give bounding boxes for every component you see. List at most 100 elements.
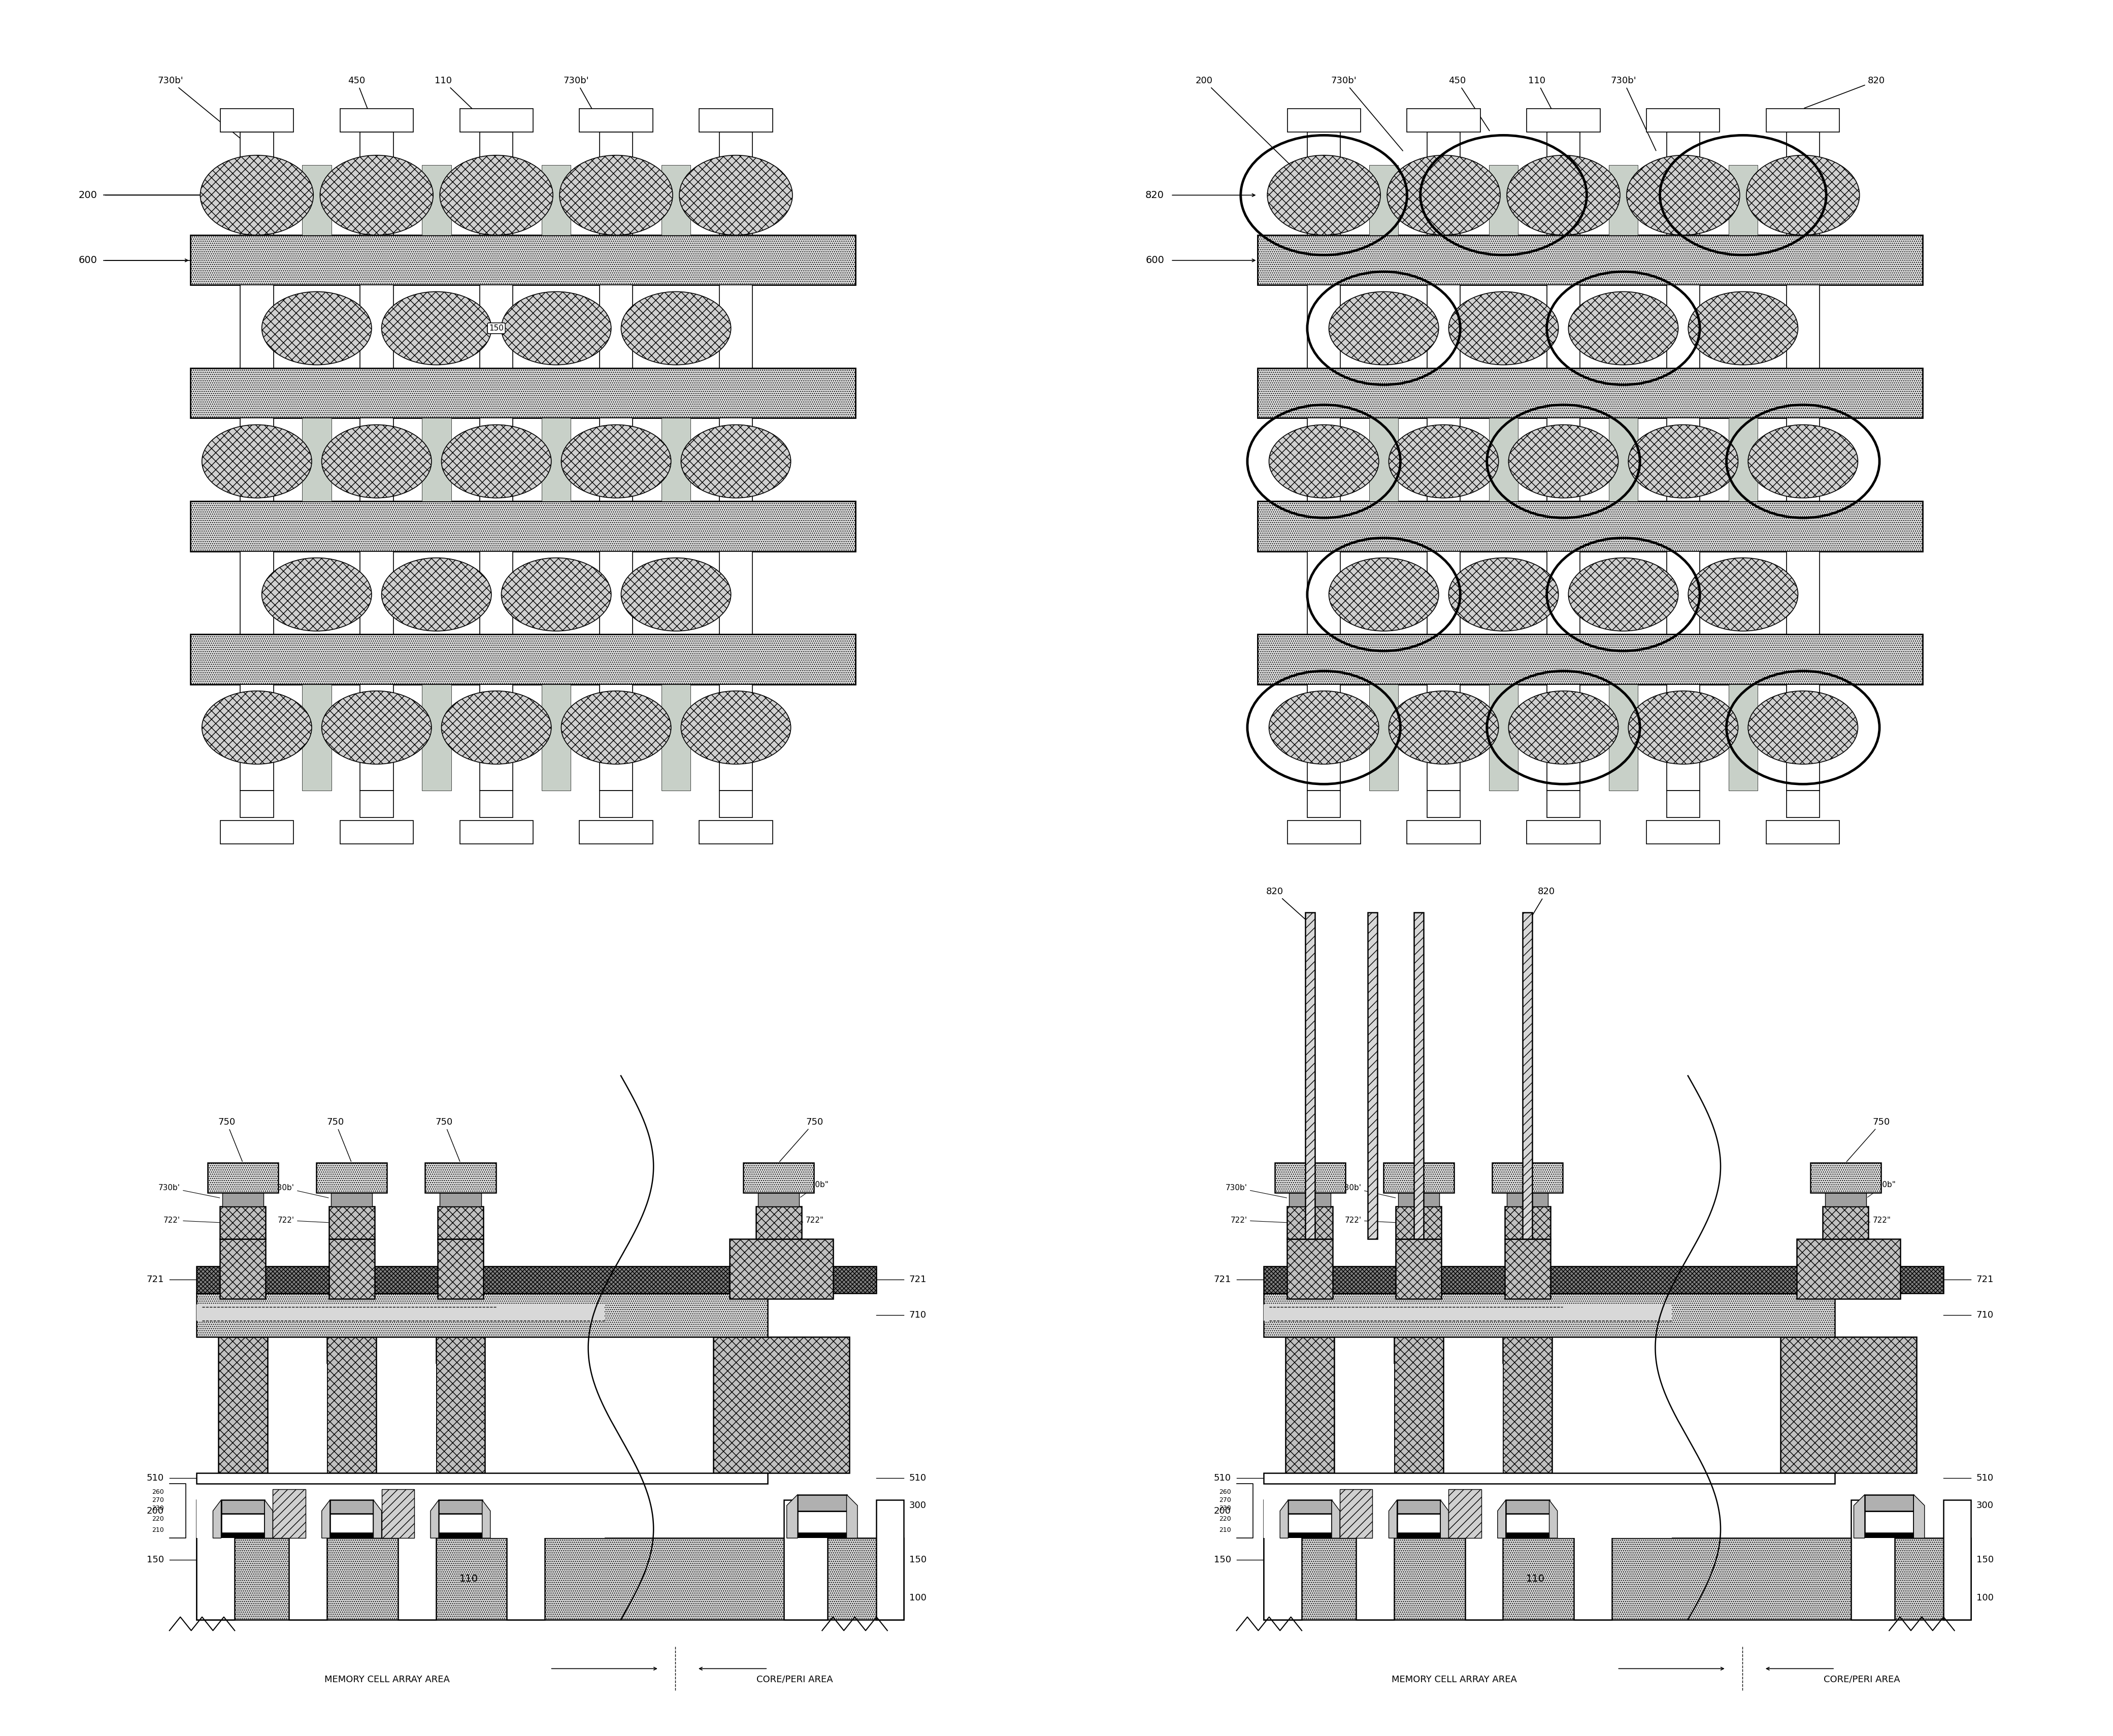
Text: 220: 220	[152, 1516, 165, 1522]
Bar	[1811, 1163, 1881, 1193]
Bar	[1308, 552, 1340, 634]
Bar	[220, 821, 294, 844]
Bar	[1426, 285, 1460, 368]
Text: 730b': 730b'	[1340, 1184, 1395, 1198]
Bar	[718, 165, 752, 234]
Ellipse shape	[1450, 292, 1559, 365]
Bar	[718, 418, 752, 502]
Text: 730b': 730b'	[273, 1184, 328, 1198]
Bar	[382, 1489, 414, 1538]
Text: 450: 450	[349, 76, 376, 130]
Bar	[359, 792, 393, 818]
Bar	[507, 1500, 545, 1620]
Bar	[1667, 165, 1699, 234]
Text: 110: 110	[1528, 76, 1564, 130]
Bar	[359, 132, 393, 165]
Text: 510: 510	[146, 1474, 165, 1483]
Bar	[359, 418, 393, 502]
Bar	[718, 285, 752, 368]
Bar	[220, 1207, 266, 1240]
Ellipse shape	[203, 425, 313, 498]
Bar	[1608, 684, 1638, 792]
Ellipse shape	[382, 557, 492, 630]
Bar	[1507, 1193, 1549, 1207]
Text: 150: 150	[909, 1555, 925, 1564]
Bar	[1528, 109, 1600, 132]
Text: 721: 721	[1976, 1276, 1995, 1285]
Ellipse shape	[1329, 292, 1439, 365]
Bar	[1547, 285, 1581, 368]
Bar	[1864, 1495, 1914, 1510]
Bar	[197, 1489, 604, 1538]
Bar	[480, 285, 513, 368]
Bar	[302, 418, 332, 502]
Bar	[330, 1500, 374, 1514]
Text: 150: 150	[1976, 1555, 1993, 1564]
Bar	[1667, 552, 1699, 634]
Bar	[302, 684, 332, 792]
Bar	[1264, 1304, 1671, 1321]
Text: 710: 710	[909, 1311, 925, 1319]
Bar	[1287, 109, 1361, 132]
Ellipse shape	[1509, 425, 1619, 498]
Bar	[1285, 1337, 1335, 1472]
Bar	[718, 684, 752, 792]
Bar	[1864, 1510, 1914, 1533]
Bar	[423, 684, 450, 792]
Bar	[661, 684, 691, 792]
Bar	[1426, 165, 1460, 234]
Bar	[241, 132, 273, 165]
Bar	[600, 552, 632, 634]
Bar	[1502, 1337, 1551, 1472]
Text: 820: 820	[1805, 76, 1885, 108]
Ellipse shape	[1329, 557, 1439, 630]
Ellipse shape	[1688, 292, 1798, 365]
Bar	[1357, 1500, 1395, 1620]
Text: 210: 210	[152, 1526, 165, 1533]
Ellipse shape	[1747, 425, 1857, 498]
Bar	[480, 552, 513, 634]
Ellipse shape	[621, 292, 731, 365]
Text: 110: 110	[435, 76, 494, 130]
Bar	[718, 132, 752, 165]
Bar	[197, 1266, 877, 1293]
Polygon shape	[1914, 1495, 1925, 1538]
Text: 100: 100	[909, 1594, 925, 1602]
Ellipse shape	[680, 155, 792, 234]
Bar	[1407, 821, 1481, 844]
Text: 750: 750	[435, 1118, 461, 1161]
Polygon shape	[1441, 1500, 1450, 1538]
Ellipse shape	[1568, 557, 1678, 630]
Bar	[302, 165, 332, 234]
Bar	[1289, 1533, 1331, 1538]
Bar	[440, 1533, 482, 1538]
Bar	[359, 165, 393, 234]
Text: 230: 230	[1219, 1505, 1232, 1512]
Bar	[600, 684, 632, 792]
Bar	[1944, 1500, 1971, 1620]
Bar	[222, 1514, 264, 1533]
Ellipse shape	[1507, 155, 1621, 234]
Text: CORE/PERI AREA: CORE/PERI AREA	[1824, 1675, 1900, 1684]
Bar	[1796, 1240, 1900, 1299]
Bar	[1728, 418, 1758, 502]
Polygon shape	[786, 1495, 797, 1538]
Bar	[190, 234, 856, 285]
Bar	[241, 552, 273, 634]
Bar	[1414, 913, 1424, 1240]
Ellipse shape	[1388, 425, 1498, 498]
Bar	[1264, 1538, 1971, 1620]
Bar	[797, 1495, 847, 1510]
Text: 220: 220	[1219, 1516, 1232, 1522]
Bar	[340, 109, 414, 132]
Ellipse shape	[680, 691, 790, 764]
Bar	[1397, 1240, 1441, 1299]
Bar	[541, 165, 571, 234]
Bar	[1264, 1489, 1671, 1538]
Text: 730b": 730b"	[801, 1180, 828, 1198]
Bar	[1785, 132, 1819, 165]
Ellipse shape	[1688, 557, 1798, 630]
Bar	[1492, 1163, 1564, 1193]
Polygon shape	[213, 1500, 222, 1538]
Bar	[197, 1500, 235, 1620]
